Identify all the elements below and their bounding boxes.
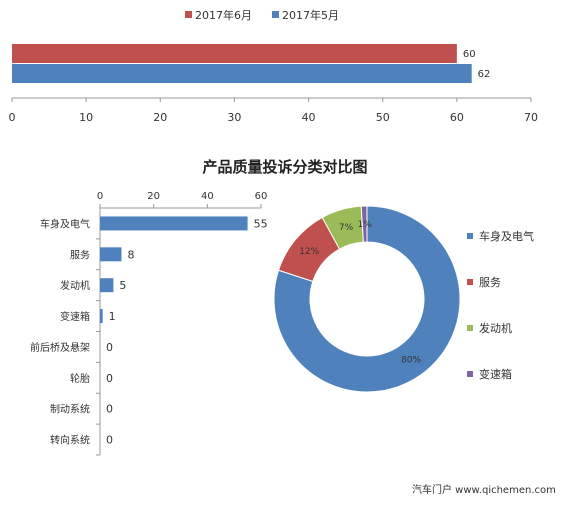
data-label: 55	[254, 217, 268, 230]
legend-label: 发动机	[479, 321, 512, 335]
data-label: 8	[127, 248, 134, 261]
category-label: 变速箱	[60, 310, 90, 323]
data-label: 5	[119, 279, 126, 292]
slice-label: 80%	[401, 356, 421, 366]
legend-label: 变速箱	[479, 367, 512, 381]
legend-swatch	[467, 325, 473, 331]
legend-swatch	[467, 233, 473, 239]
category-label: 服务	[70, 248, 90, 261]
data-label: 0	[106, 434, 113, 447]
x-tick-label: 40	[302, 111, 316, 124]
watermark-text: 汽车门户 www.qichemen.com	[412, 483, 556, 496]
legend-swatch	[467, 279, 473, 285]
complaint-bar-chart: 0 20 40 60 车身及电气 55 服务 8 发动机 5 变速箱 1 前后桥及悬架 0 轮胎 0 制动系统 0…	[30, 191, 268, 456]
donut-slice	[360, 205, 368, 243]
legend-label-1: 2017年6月	[195, 8, 252, 22]
x-tick-label: 40	[201, 191, 214, 202]
legend-swatch	[467, 371, 473, 377]
data-label: 0	[106, 372, 113, 385]
category-label: 发动机	[60, 279, 90, 292]
category-label: 制动系统	[50, 403, 90, 416]
category-label: 轮胎	[70, 372, 90, 385]
bar-2	[12, 64, 472, 83]
x-tick-label: 50	[376, 111, 390, 124]
x-tick-label: 20	[153, 111, 167, 124]
category-label: 前后桥及悬架	[30, 341, 90, 354]
legend-label: 车身及电气	[479, 229, 534, 243]
x-tick-label: 60	[255, 191, 268, 202]
x-tick-label: 0	[9, 111, 16, 124]
slice-label: 7%	[339, 223, 354, 233]
bar	[100, 216, 248, 231]
watermark: 汽车门户 www.qichemen.com	[412, 483, 556, 496]
bar-1	[12, 44, 457, 63]
x-tick-label: 60	[450, 111, 464, 124]
legend-label: 服务	[479, 276, 501, 289]
data-label: 1	[109, 310, 116, 323]
category-label: 转向系统	[50, 434, 90, 447]
legend-label-2: 2017年5月	[282, 8, 339, 22]
bar	[100, 247, 122, 262]
x-tick-label: 30	[227, 111, 241, 124]
data-label-2: 62	[478, 69, 491, 80]
bar	[100, 278, 114, 293]
x-tick-label: 10	[79, 111, 93, 124]
chart-title: 产品质量投诉分类对比图	[202, 158, 367, 176]
category-label: 车身及电气	[40, 217, 90, 230]
donut-slice	[273, 205, 461, 393]
x-tick-label: 70	[524, 111, 538, 124]
x-tick-label: 20	[147, 191, 160, 202]
data-label: 0	[106, 341, 113, 354]
legend-swatch-1	[185, 11, 192, 18]
x-tick-label: 0	[97, 191, 103, 202]
bar	[100, 309, 103, 324]
data-label: 0	[106, 403, 113, 416]
slice-label: 1%	[358, 220, 373, 230]
slice-label: 12%	[299, 247, 319, 257]
legend-swatch-2	[272, 11, 279, 18]
data-label-1: 60	[463, 49, 476, 60]
